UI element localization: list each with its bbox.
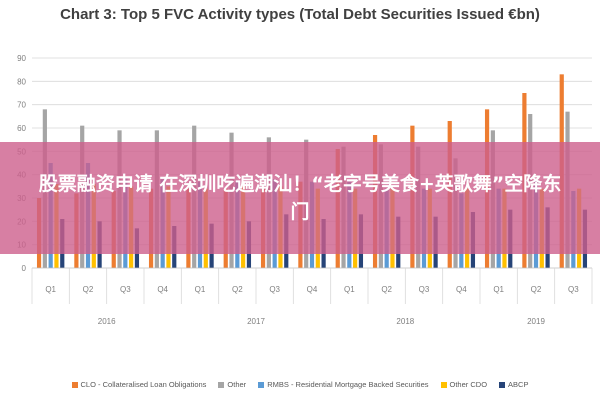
x-tick-label: Q4 — [307, 285, 318, 294]
chart-legend: CLO - Collateralised Loan Obligations Oth… — [0, 380, 600, 389]
x-axis-tick-labels: Q1 Q2 Q3 Q4 Q1 Q2 Q3 Q4 Q1 Q2 Q3 Q4 Q1 Q2 Q3 — [45, 285, 579, 294]
chart-title: Chart 3: Top 5 FVC Activity types (Total… — [60, 6, 540, 23]
legend-item: RMBS - Residential Mortgage Backed Secur… — [258, 380, 429, 389]
legend-item: ABCP — [499, 380, 528, 389]
overlay-banner[interactable]: 股票融资申请 在深圳吃遍潮汕！“老字号美食+英歌舞”空降东门 — [0, 142, 600, 254]
legend-item: CLO - Collateralised Loan Obligations — [71, 380, 207, 389]
x-tick-label: Q1 — [195, 285, 206, 294]
x-year-label: 2016 — [98, 317, 116, 326]
legend-swatch — [440, 381, 447, 388]
x-tick-label: Q2 — [232, 285, 243, 294]
y-tick-label: 0 — [22, 264, 27, 273]
legend-item: Other — [218, 380, 246, 389]
x-axis-year-labels: 2016 2017 2018 2019 — [98, 317, 546, 326]
x-tick-label: Q2 — [531, 285, 542, 294]
x-axis — [31, 267, 593, 304]
legend-label: Other — [227, 380, 247, 389]
y-tick-label: 70 — [17, 101, 26, 110]
x-tick-label: Q1 — [344, 285, 355, 294]
banner-text: 股票融资申请 在深圳吃遍潮汕！“老字号美食+英歌舞”空降东门 — [38, 173, 562, 223]
legend-swatch — [499, 381, 506, 388]
x-tick-label: Q1 — [45, 285, 56, 294]
x-tick-label: Q3 — [269, 285, 280, 294]
legend-label: ABCP — [508, 380, 529, 389]
x-tick-label: Q3 — [120, 285, 131, 294]
x-tick-label: Q4 — [456, 285, 467, 294]
x-tick-label: Q2 — [381, 285, 392, 294]
x-year-label: 2017 — [247, 317, 265, 326]
legend-label: Other CDO — [449, 380, 488, 389]
x-tick-label: Q1 — [493, 285, 504, 294]
legend-label: CLO - Collateralised Loan Obligations — [80, 380, 207, 389]
y-tick-label: 90 — [17, 54, 26, 63]
y-tick-label: 60 — [17, 124, 26, 133]
x-tick-label: Q2 — [83, 285, 94, 294]
legend-label: RMBS - Residential Mortgage Backed Secur… — [267, 380, 429, 389]
y-tick-label: 80 — [17, 77, 26, 86]
x-tick-label: Q3 — [568, 285, 579, 294]
x-tick-label: Q3 — [419, 285, 430, 294]
x-year-label: 2019 — [527, 317, 545, 326]
x-tick-label: Q4 — [157, 285, 168, 294]
legend-swatch — [71, 381, 78, 388]
x-year-label: 2018 — [396, 317, 414, 326]
legend-swatch — [258, 381, 265, 388]
legend-item: Other CDO — [440, 380, 488, 389]
legend-swatch — [218, 381, 225, 388]
